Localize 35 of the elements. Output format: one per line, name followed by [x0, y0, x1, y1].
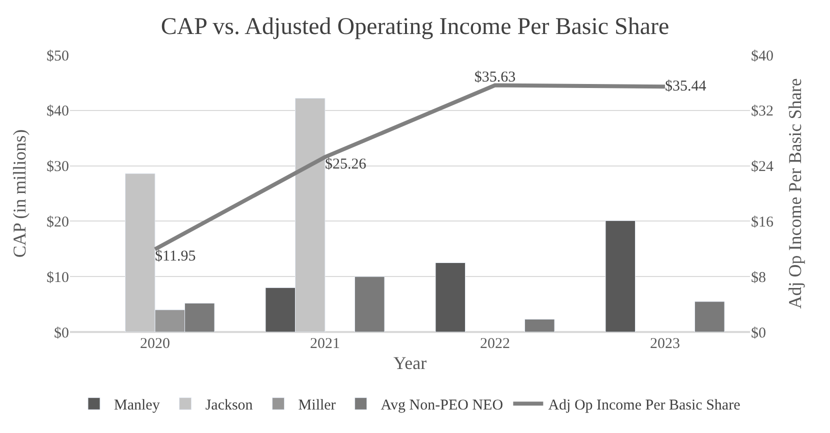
data-label: $35.63 — [474, 70, 516, 86]
y-tick-label: $30 — [46, 159, 69, 176]
x-axis-title: Year — [393, 353, 427, 374]
data-label: $35.44 — [665, 78, 707, 94]
legend-label: Avg Non-PEO NEO — [380, 398, 504, 414]
x-tick-label: 2023 — [650, 336, 680, 352]
bar — [354, 276, 385, 332]
y-tick-label: $40 — [46, 104, 69, 120]
bar — [524, 319, 555, 332]
y2-tick-label: $8 — [751, 270, 766, 286]
data-label: $25.26 — [325, 156, 367, 172]
bar — [605, 220, 636, 332]
y-tick-label: $20 — [46, 214, 69, 230]
y-axis-title: CAP (in millions) — [10, 129, 30, 258]
y2-tick-label: $32 — [751, 104, 774, 120]
y2-tick-label: $24 — [751, 159, 774, 176]
y2-tick-label: $40 — [751, 48, 774, 64]
y-tick-label: $0 — [54, 325, 69, 342]
legend-label: Jackson — [205, 398, 254, 414]
line-series — [153, 83, 667, 252]
bar — [435, 262, 466, 332]
y-tick-label: $10 — [46, 270, 69, 286]
legend-label: Adj Op Income Per Basic Share — [548, 398, 741, 414]
y2-axis-title: Adj Op Income Per Basic Share — [785, 78, 806, 309]
x-tick-label: 2020 — [140, 336, 170, 352]
y-tick-label: $50 — [46, 48, 69, 64]
bar — [694, 301, 725, 332]
data-label: $11.95 — [155, 248, 196, 264]
x-tick-label: 2022 — [480, 336, 510, 352]
y2-tick-label: $0 — [751, 325, 766, 342]
legend-label: Manley — [114, 398, 160, 414]
y2-tick-label: $16 — [751, 214, 774, 230]
chart-title: CAP vs. Adjusted Operating Income Per Basic Share — [160, 14, 670, 40]
x-tick-label: 2021 — [310, 336, 340, 352]
legend-label: Miller — [298, 398, 336, 414]
